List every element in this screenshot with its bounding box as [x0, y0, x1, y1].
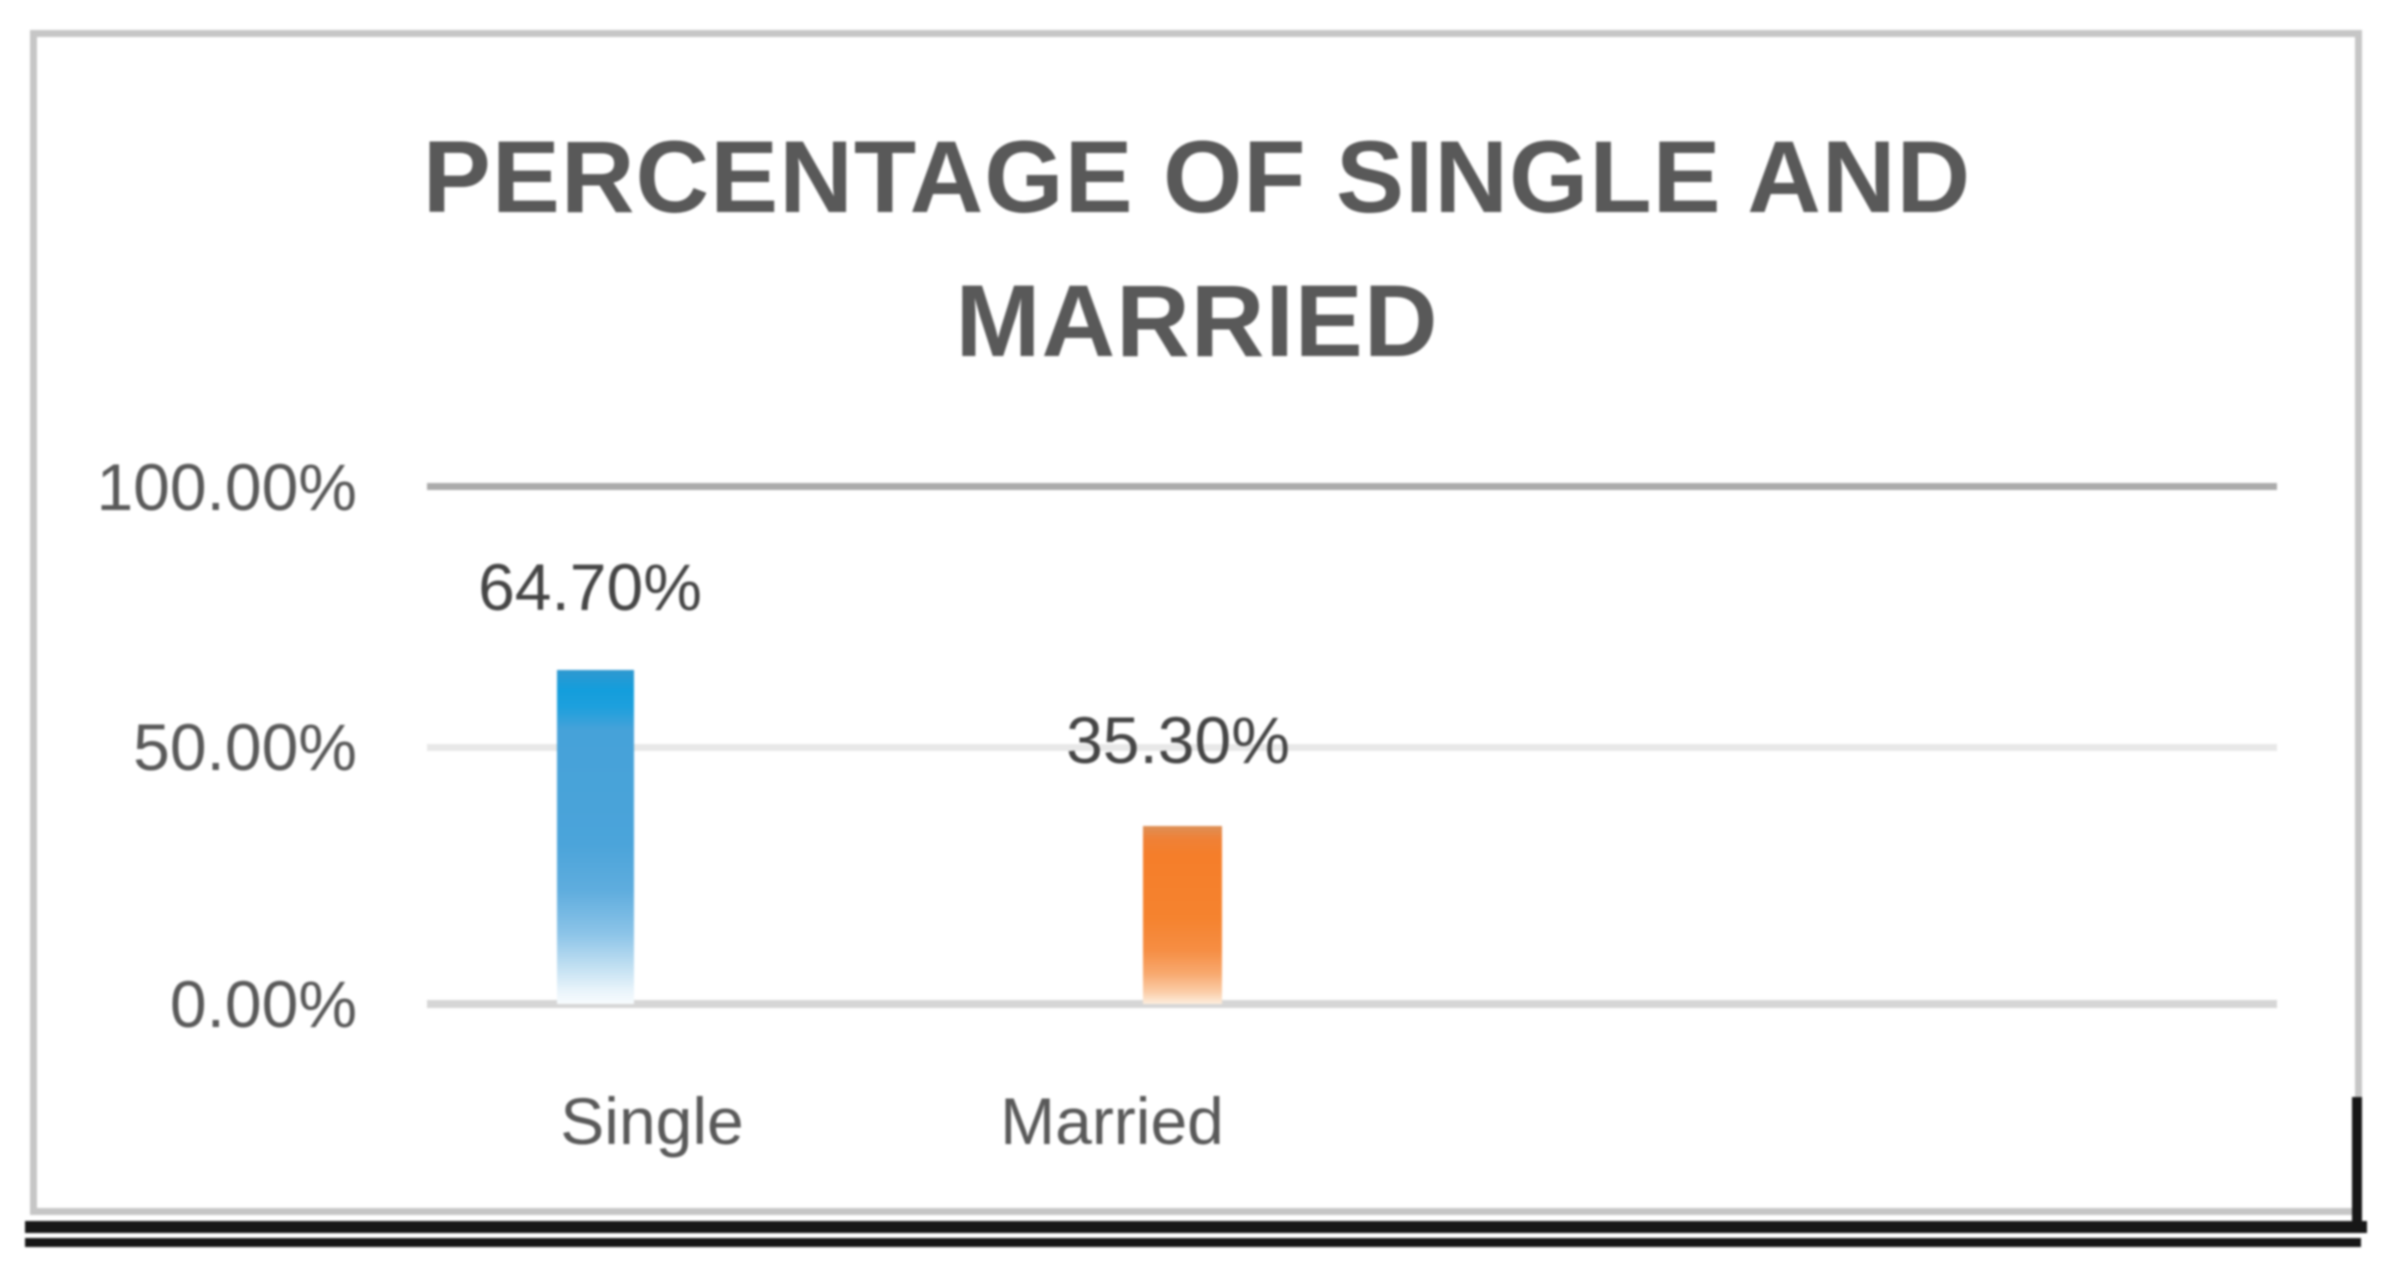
x-axis-line	[427, 1000, 2277, 1008]
frame-bottom-rule-upper	[25, 1221, 2367, 1233]
y-tick-label-100: 100.00%	[96, 450, 357, 524]
chart-title-line-1: PERCENTAGE OF SINGLE AND	[422, 120, 1972, 234]
chart-title-line-2: MARRIED	[955, 264, 1439, 378]
bar-married	[1143, 826, 1222, 1004]
y-tick-label-0: 0.00%	[169, 967, 357, 1041]
chart-title: PERCENTAGE OF SINGLE AND MARRIED	[167, 105, 2227, 393]
frame-bottom-rule-lower	[25, 1238, 2361, 1247]
frame-right-edge-rule	[2352, 1097, 2362, 1233]
category-label-single: Single	[560, 1084, 744, 1158]
bar-single	[557, 670, 634, 1004]
data-label-single: 64.70%	[478, 550, 702, 624]
y-tick-label-50: 50.00%	[133, 710, 357, 784]
gridline-100-percent	[427, 483, 2277, 490]
gridline-50-percent	[427, 744, 2277, 751]
category-label-married: Married	[1000, 1084, 1224, 1158]
chart-area: PERCENTAGE OF SINGLE AND MARRIED 100.00%…	[30, 30, 2362, 1215]
data-label-married: 35.30%	[1066, 703, 1290, 777]
